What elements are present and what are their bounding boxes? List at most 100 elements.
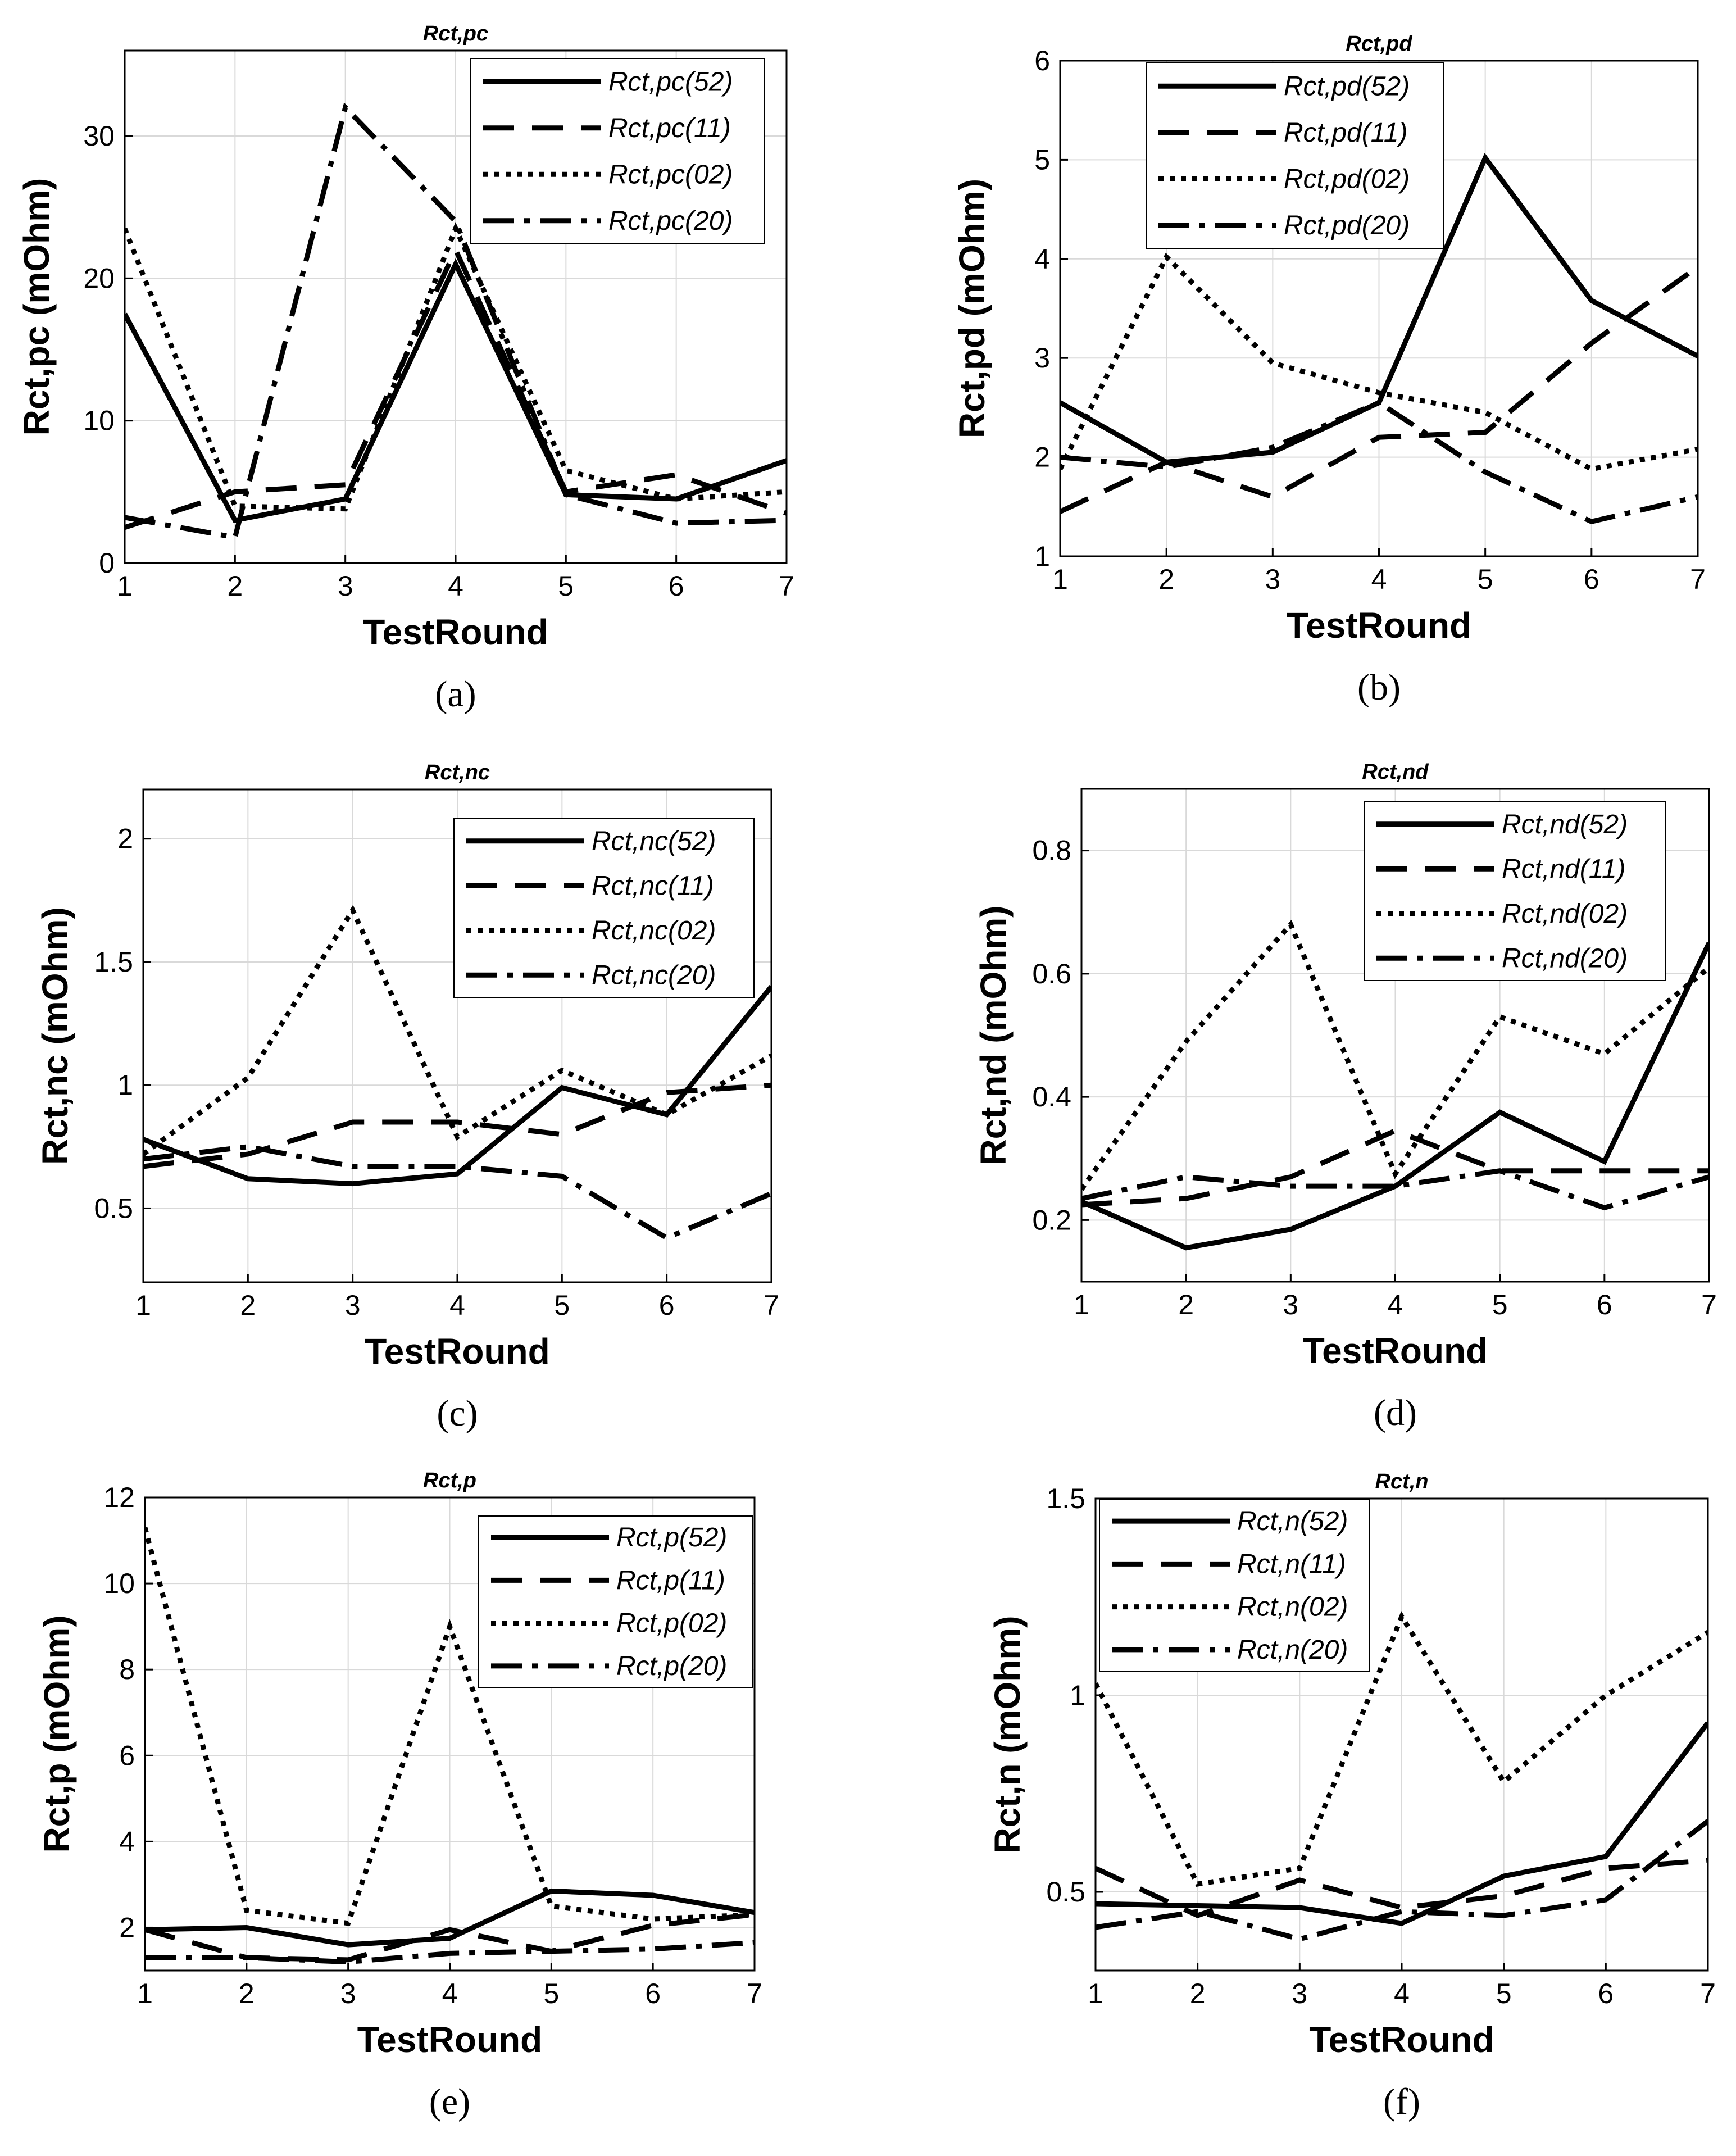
y-axis-label: Rct,nc (mOhm)	[35, 907, 75, 1165]
y-axis-label: Rct,n (mOhm)	[987, 1615, 1028, 1853]
x-tick-label: 7	[747, 1978, 762, 2009]
legend-label: Rct,nc(20)	[592, 960, 716, 990]
legend-label: Rct,nc(52)	[592, 827, 716, 856]
x-tick-label: 2	[240, 1290, 256, 1321]
x-axis-label: TestRound	[365, 1331, 549, 1372]
panel-label: (b)	[1357, 667, 1401, 708]
x-axis-label: TestRound	[1309, 2019, 1494, 2060]
y-tick-label: 0.2	[1032, 1204, 1071, 1236]
y-tick-label: 10	[83, 405, 115, 437]
x-tick-label: 1	[1074, 1289, 1089, 1320]
x-axis-label: TestRound	[1303, 1331, 1488, 1371]
y-tick-label: 2	[119, 1912, 135, 1943]
y-tick-label: 10	[103, 1568, 135, 1599]
series-line-dashdot	[1096, 1819, 1708, 1942]
x-tick-label: 4	[1394, 1978, 1410, 2009]
x-tick-label: 3	[1283, 1289, 1298, 1320]
panel-label: (d)	[1374, 1392, 1417, 1433]
chart-b: 1 2 3 4 5 6 7 1 2 3 4 5 6 Rct,pd TestRound Rct,pd (mOhm…	[952, 32, 1706, 708]
y-tick-label: 1	[1070, 1680, 1085, 1711]
series-line-dashed	[125, 243, 787, 530]
y-axis-label: Rct,p (mOhm)	[37, 1615, 77, 1853]
x-tick-label: 2	[227, 570, 243, 602]
x-tick-label: 4	[449, 1290, 465, 1321]
y-axis-label: Rct,pc (mOhm)	[16, 178, 57, 436]
x-tick-label: 4	[1388, 1289, 1403, 1320]
x-tick-label: 4	[442, 1978, 458, 2009]
legend: Rct,nc(52) Rct,nc(11) Rct,nc(02) Rct,nc(20)	[453, 818, 755, 998]
x-tick-label: 7	[764, 1290, 779, 1321]
x-tick-label: 3	[345, 1290, 361, 1321]
x-tick-label: 1	[1088, 1978, 1103, 2009]
y-tick-label: 0.5	[1046, 1876, 1085, 1908]
x-tick-label: 2	[1190, 1978, 1206, 2009]
x-tick-label: 3	[340, 1978, 356, 2009]
legend-label: Rct,pc(52)	[608, 67, 733, 97]
chart-title: Rct,pd	[1346, 32, 1412, 56]
chart-f: 1 2 3 4 5 6 7 0.5 1 1.5 Rct,n TestRound Rct,n (mOhm)…	[987, 1470, 1716, 2122]
x-tick-label: 7	[1690, 564, 1706, 595]
series-line-dashdot	[145, 1940, 755, 1965]
legend-label: Rct,pd(11)	[1284, 118, 1408, 148]
x-tick-label: 2	[1178, 1289, 1194, 1320]
x-tick-label: 6	[1597, 1289, 1612, 1320]
legend-label: Rct,n(11)	[1237, 1549, 1346, 1579]
legend-label: Rct,pc(20)	[608, 206, 733, 236]
x-tick-label: 6	[1584, 564, 1599, 595]
legend-box	[453, 818, 755, 998]
legend: Rct,pd(52) Rct,pd(11) Rct,pd(02) Rct,pd(20)	[1146, 62, 1444, 249]
series-line-dotted	[143, 905, 771, 1156]
series-line-dashed	[1060, 265, 1698, 514]
series-line-solid	[1096, 1721, 1708, 1926]
y-tick-label: 20	[83, 262, 115, 294]
panel-label: (c)	[437, 1393, 478, 1434]
y-tick-label: 30	[83, 120, 115, 152]
legend-box	[478, 1515, 753, 1688]
x-tick-label: 5	[543, 1978, 559, 2009]
y-tick-label: 1	[117, 1069, 133, 1101]
x-tick-label: 6	[659, 1290, 675, 1321]
panel-label: (e)	[429, 2081, 470, 2122]
x-tick-label: 1	[1052, 564, 1068, 595]
chart-title: Rct,nd	[1362, 760, 1429, 784]
chart-title: Rct,p	[423, 1469, 476, 1492]
legend-label: Rct,pd(52)	[1284, 71, 1410, 101]
y-tick-label: 0.8	[1032, 835, 1071, 866]
x-tick-label: 1	[137, 1978, 153, 2009]
y-tick-label: 0.4	[1032, 1081, 1071, 1113]
legend-label: Rct,pd(02)	[1284, 164, 1410, 194]
y-axis-label: Rct,nd (mOhm)	[973, 905, 1014, 1165]
legend-box	[1099, 1499, 1370, 1672]
series-line-dashed	[1096, 1858, 1708, 1918]
legend-label: Rct,pc(02)	[608, 160, 733, 189]
y-tick-label: 4	[1034, 243, 1050, 275]
x-tick-label: 5	[558, 570, 574, 602]
legend-label: Rct,p(52)	[616, 1523, 727, 1553]
legend-label: Rct,nc(02)	[592, 916, 716, 946]
legend-label: Rct,pd(20)	[1284, 211, 1410, 240]
series-line-dashdot	[1081, 1168, 1709, 1211]
legend: Rct,p(52) Rct,p(11) Rct,p(02) Rct,p(20)	[478, 1515, 753, 1688]
legend-label: Rct,p(02)	[616, 1609, 727, 1638]
x-tick-label: 3	[338, 570, 353, 602]
y-tick-label: 0	[99, 547, 115, 579]
legend-label: Rct,nd(20)	[1502, 943, 1628, 973]
y-axis-label: Rct,pd (mOhm)	[952, 179, 992, 438]
legend-label: Rct,nc(11)	[592, 871, 714, 901]
x-tick-label: 5	[1492, 1289, 1508, 1320]
legend: Rct,nd(52) Rct,nd(11) Rct,nd(02) Rct,nd(20)	[1364, 801, 1666, 981]
legend-label: Rct,nd(02)	[1502, 899, 1628, 929]
y-tick-label: 1.5	[1046, 1483, 1085, 1514]
legend-box	[1146, 62, 1444, 249]
panel-label: (a)	[435, 674, 476, 715]
series-line-dashdot	[1060, 400, 1698, 525]
x-tick-label: 5	[554, 1290, 570, 1321]
x-tick-label: 5	[1478, 564, 1493, 595]
x-tick-label: 2	[239, 1978, 255, 2009]
legend-label: Rct,p(11)	[616, 1565, 725, 1595]
y-tick-label: 5	[1034, 144, 1050, 175]
x-tick-label: 6	[1598, 1978, 1614, 2009]
legend-label: Rct,p(20)	[616, 1651, 727, 1681]
